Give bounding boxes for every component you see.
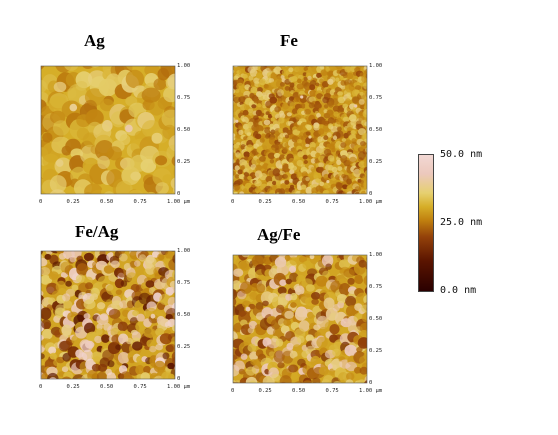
y-tick-label: 0.25: [177, 159, 191, 165]
x-tick-label: 0.25: [258, 388, 272, 394]
y-tick-label: 1.00: [177, 248, 191, 254]
y-tick-label: 0.50: [369, 316, 383, 322]
afm-image-fe-ag: [40, 250, 176, 380]
x-tick-label: 0: [39, 384, 43, 390]
y-tick-label: 0.25: [369, 348, 383, 354]
x-tick-label: 0: [231, 388, 235, 394]
x-tick-label: 1.00 µm: [359, 388, 383, 394]
y-tick-label: 0: [369, 380, 373, 386]
y-tick-label: 0: [177, 376, 181, 382]
x-tick-label: 1.00 µm: [167, 384, 191, 390]
y-tick-label: 1.00: [369, 252, 383, 258]
panel-title-fe: Fe: [280, 31, 298, 50]
height-colorbar: [418, 154, 434, 292]
y-tick-label: 0.75: [177, 95, 191, 101]
y-tick-label: 0.75: [369, 95, 383, 101]
y-tick-label: 0.25: [177, 344, 191, 350]
panel-title-ag-fe: Ag/Fe: [257, 225, 301, 244]
x-tick-label: 0: [39, 199, 43, 205]
x-tick-label: 0.50: [292, 199, 306, 205]
x-tick-label: 0.75: [133, 199, 147, 205]
colorbar-label-mid: 25.0 nm: [440, 217, 483, 228]
afm-image-fe: [232, 65, 368, 195]
panel-title-fe-ag: Fe/Ag: [75, 222, 119, 241]
y-tick-label: 0.75: [369, 284, 383, 290]
x-tick-label: 0.50: [292, 388, 306, 394]
y-tick-label: 0.50: [177, 127, 191, 133]
y-tick-label: 0.25: [369, 159, 383, 165]
afm-image-ag-fe: [232, 254, 368, 384]
y-tick-label: 0: [369, 191, 373, 197]
y-tick-label: 0: [177, 191, 181, 197]
colorbar-label-top: 50.0 nm: [440, 149, 483, 160]
y-tick-label: 0.50: [177, 312, 191, 318]
colorbar-label-bottom: 0.0 nm: [440, 285, 477, 296]
x-tick-label: 0.50: [100, 384, 114, 390]
x-tick-label: 0.75: [133, 384, 147, 390]
x-tick-label: 0.25: [66, 199, 80, 205]
x-tick-label: 0.25: [66, 384, 80, 390]
y-tick-label: 0.75: [177, 280, 191, 286]
x-tick-label: 1.00 µm: [167, 199, 191, 205]
y-tick-label: 0.50: [369, 127, 383, 133]
x-tick-label: 0.75: [325, 199, 339, 205]
x-tick-label: 0.50: [100, 199, 114, 205]
y-tick-label: 1.00: [369, 63, 383, 69]
y-tick-label: 1.00: [177, 63, 191, 69]
panel-title-ag: Ag: [84, 31, 105, 50]
x-tick-label: 1.00 µm: [359, 199, 383, 205]
afm-image-ag: [40, 65, 176, 195]
x-tick-label: 0.25: [258, 199, 272, 205]
x-tick-label: 0: [231, 199, 235, 205]
x-tick-label: 0.75: [325, 388, 339, 394]
